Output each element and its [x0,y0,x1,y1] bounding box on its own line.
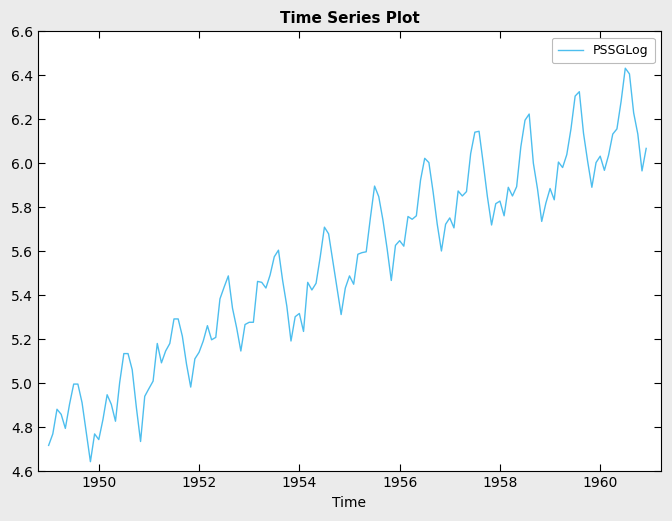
PSSGLog [136,438,144,444]
PSSGLog [475,128,483,134]
Title: Time Series Plot: Time Series Plot [280,11,419,26]
PSSGLog [642,145,650,152]
PSSGLog [87,458,95,465]
PSSGLog [530,160,538,166]
PSSGLog [621,65,629,71]
PSSGLog [538,218,546,225]
Legend: PSSGLog: PSSGLog [552,38,655,63]
Line: PSSGLog: PSSGLog [48,68,646,462]
PSSGLog [91,431,99,437]
X-axis label: Time: Time [333,496,366,510]
PSSGLog [233,325,241,331]
PSSGLog [44,442,52,449]
